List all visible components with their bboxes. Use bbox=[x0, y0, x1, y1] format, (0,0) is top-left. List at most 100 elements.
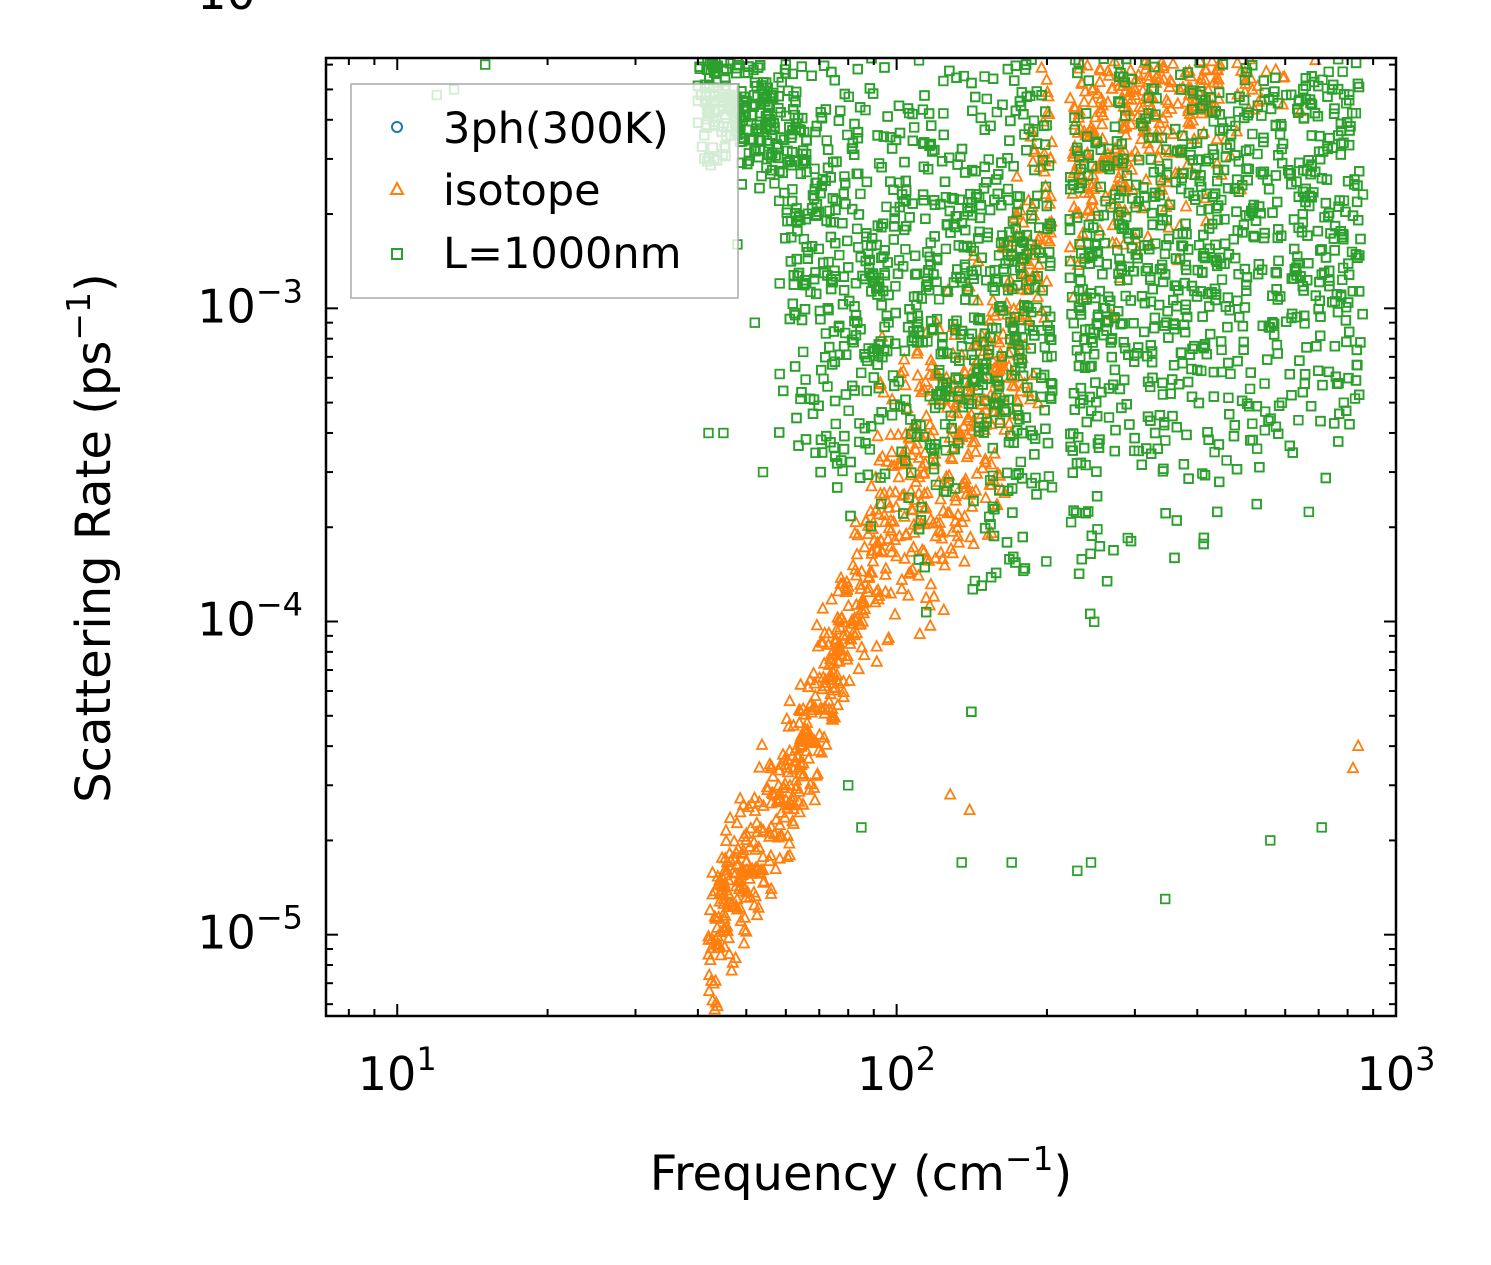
triangle-point bbox=[734, 913, 748, 927]
square-point bbox=[1147, 283, 1158, 295]
square-point bbox=[1270, 266, 1281, 278]
square-point bbox=[1300, 73, 1311, 84]
square-point bbox=[835, 105, 846, 116]
square-point bbox=[1205, 328, 1216, 340]
square-point bbox=[1160, 893, 1171, 905]
triangle-point bbox=[815, 702, 829, 715]
square-point bbox=[889, 380, 900, 392]
square-point bbox=[1162, 158, 1173, 170]
triangle-point bbox=[714, 947, 728, 961]
square-point bbox=[1000, 258, 1011, 269]
triangle-point bbox=[752, 794, 766, 808]
square-point bbox=[796, 61, 807, 72]
square-point bbox=[998, 395, 1010, 407]
square-point bbox=[909, 250, 921, 262]
triangle-point bbox=[723, 810, 737, 823]
square-point bbox=[1222, 183, 1234, 194]
y-tick-label-base: 10 bbox=[197, 593, 256, 647]
triangle-point bbox=[737, 936, 751, 949]
triangle-point bbox=[782, 719, 796, 732]
triangle-point bbox=[1039, 186, 1053, 199]
square-point bbox=[792, 112, 804, 124]
square-point bbox=[1241, 285, 1252, 297]
square-point bbox=[1250, 215, 1262, 227]
square-point bbox=[708, 62, 719, 73]
square-point bbox=[1120, 110, 1131, 122]
square-point bbox=[1262, 174, 1273, 186]
square-point bbox=[868, 372, 880, 383]
x-tick-label-base: 10 bbox=[358, 1047, 417, 1101]
square-point bbox=[966, 77, 977, 89]
square-point bbox=[1324, 265, 1335, 277]
square-point bbox=[1149, 427, 1161, 439]
triangle-point bbox=[952, 535, 966, 548]
triangle-point bbox=[967, 536, 981, 549]
triangle-point bbox=[796, 729, 809, 742]
square-point bbox=[1186, 280, 1198, 292]
square-point bbox=[978, 183, 990, 194]
triangle-point bbox=[1184, 68, 1198, 82]
triangle-point bbox=[871, 428, 885, 442]
square-point bbox=[849, 385, 860, 396]
square-point bbox=[1122, 532, 1134, 544]
square-point bbox=[778, 385, 789, 397]
square-point bbox=[1146, 207, 1158, 219]
triangle-point bbox=[1194, 71, 1208, 84]
square-point bbox=[951, 72, 962, 83]
square-point bbox=[1142, 411, 1154, 422]
triangle-point bbox=[1063, 239, 1077, 253]
square-point bbox=[926, 120, 937, 131]
square-point bbox=[1133, 154, 1145, 166]
square-point bbox=[809, 193, 820, 204]
triangle-point bbox=[744, 820, 758, 834]
square-point bbox=[1180, 218, 1191, 229]
square-point bbox=[944, 152, 955, 163]
square-point bbox=[1013, 339, 1024, 351]
square-point bbox=[1046, 334, 1057, 346]
square-point bbox=[815, 107, 826, 118]
square-point bbox=[879, 468, 891, 480]
triangle-point bbox=[801, 722, 815, 735]
square-point bbox=[979, 71, 990, 82]
square-point bbox=[1069, 124, 1081, 136]
square-point bbox=[1169, 323, 1180, 335]
square-point bbox=[1213, 439, 1225, 450]
square-point bbox=[1353, 214, 1364, 226]
triangle-point bbox=[769, 861, 783, 874]
square-point bbox=[1010, 557, 1021, 568]
square-point bbox=[924, 391, 935, 402]
square-point bbox=[843, 780, 854, 791]
square-point bbox=[1238, 336, 1249, 348]
triangle-point bbox=[1077, 124, 1091, 137]
square-point bbox=[1201, 348, 1212, 360]
square-point bbox=[1323, 366, 1335, 378]
series-boundary bbox=[431, 58, 1369, 905]
square-point bbox=[1305, 400, 1317, 412]
square-point bbox=[694, 61, 705, 73]
square-point bbox=[1272, 232, 1284, 244]
square-point bbox=[761, 162, 772, 173]
square-point bbox=[1140, 58, 1151, 66]
square-point bbox=[1263, 415, 1274, 426]
square-point bbox=[842, 235, 853, 247]
square-point bbox=[954, 194, 965, 205]
square-point bbox=[1142, 262, 1153, 274]
square-point bbox=[1079, 362, 1091, 374]
square-point bbox=[1116, 264, 1127, 275]
square-point bbox=[929, 199, 941, 211]
square-point bbox=[1075, 309, 1087, 320]
square-point bbox=[896, 189, 908, 200]
square-point bbox=[1014, 362, 1026, 373]
triangle-point bbox=[1002, 415, 1016, 429]
triangle-point bbox=[979, 454, 992, 468]
triangle-point bbox=[849, 562, 862, 575]
triangle-point bbox=[1136, 83, 1150, 96]
square-point bbox=[1082, 170, 1094, 182]
triangle-point bbox=[764, 796, 778, 809]
square-point bbox=[792, 225, 803, 237]
triangle-point bbox=[912, 568, 925, 581]
triangle-point bbox=[825, 708, 839, 721]
square-point bbox=[1265, 835, 1276, 846]
square-point bbox=[1175, 84, 1187, 95]
square-point bbox=[818, 257, 829, 269]
